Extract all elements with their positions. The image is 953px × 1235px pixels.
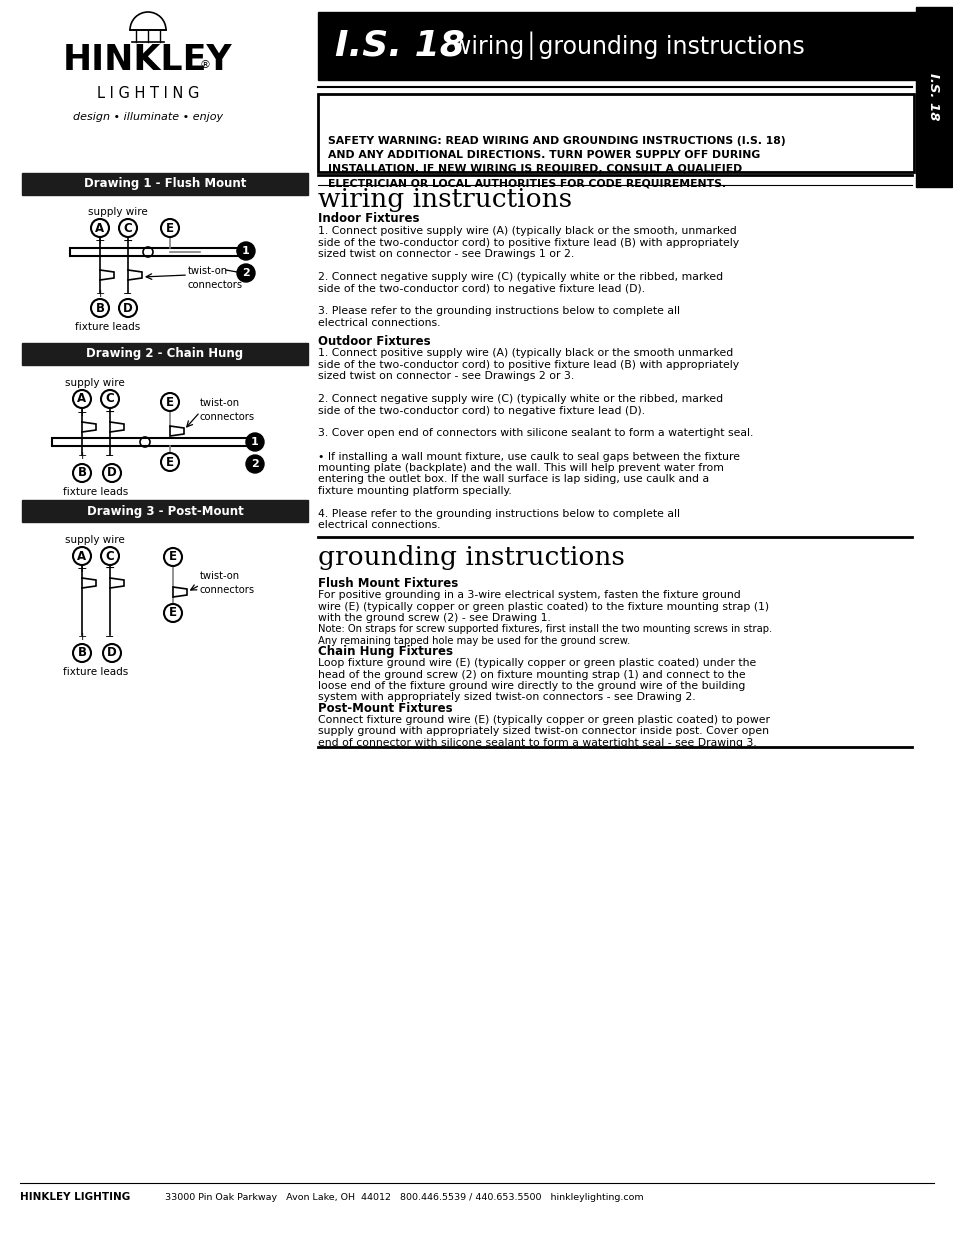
- Text: fixture leads: fixture leads: [75, 322, 140, 332]
- Text: wiring instructions: wiring instructions: [317, 186, 572, 212]
- Text: twist-on
connectors: twist-on connectors: [188, 267, 243, 289]
- Text: −: −: [105, 405, 115, 419]
- Text: +: +: [77, 451, 87, 461]
- Text: system with appropriately sized twist-on connectors - see Drawing 2.: system with appropriately sized twist-on…: [317, 693, 695, 703]
- Text: • If installing a wall mount fixture, use caulk to seal gaps between the fixture: • If installing a wall mount fixture, us…: [317, 452, 740, 462]
- Text: L I G H T I N G: L I G H T I N G: [96, 85, 199, 100]
- Text: −: −: [105, 632, 114, 642]
- Text: electrical connections.: electrical connections.: [317, 317, 440, 329]
- Text: 2: 2: [242, 268, 250, 278]
- Text: Post-Mount Fixtures: Post-Mount Fixtures: [317, 701, 452, 715]
- Text: supply ground with appropriately sized twist-on connector inside post. Cover ope: supply ground with appropriately sized t…: [317, 726, 768, 736]
- Text: D: D: [107, 467, 117, 479]
- Text: E: E: [169, 606, 177, 620]
- Bar: [317, 94, 913, 172]
- Text: side of the two-conductor cord) to negative fixture lead (D).: side of the two-conductor cord) to negat…: [317, 405, 644, 415]
- Text: Drawing 3 - Post-Mount: Drawing 3 - Post-Mount: [87, 505, 243, 517]
- Text: Indoor Fixtures: Indoor Fixtures: [317, 212, 419, 225]
- Text: C: C: [124, 221, 132, 235]
- Text: side of the two-conductor cord) to positive fixture lead (B) with appropriately: side of the two-conductor cord) to posit…: [317, 237, 739, 247]
- Text: E: E: [166, 221, 173, 235]
- Text: E: E: [169, 551, 177, 563]
- Bar: [22, 343, 308, 366]
- Bar: [22, 500, 308, 522]
- Text: side of the two-conductor cord) to negative fixture lead (D).: side of the two-conductor cord) to negat…: [317, 284, 644, 294]
- Circle shape: [246, 454, 264, 473]
- Text: loose end of the fixture ground wire directly to the ground wire of the building: loose end of the fixture ground wire dir…: [317, 680, 744, 692]
- Text: 1: 1: [242, 246, 250, 256]
- Text: sized twist on connector - see Drawings 1 or 2.: sized twist on connector - see Drawings …: [317, 249, 574, 259]
- Text: I.S. 18: I.S. 18: [926, 73, 940, 121]
- Text: 3. Please refer to the grounding instructions below to complete all: 3. Please refer to the grounding instruc…: [317, 306, 679, 316]
- Text: B: B: [95, 301, 105, 315]
- Text: end of connector with silicone sealant to form a watertight seal - see Drawing 3: end of connector with silicone sealant t…: [317, 739, 756, 748]
- Text: fixture leads: fixture leads: [63, 487, 129, 496]
- Text: +: +: [76, 562, 88, 574]
- Text: SAFETY WARNING: READ WIRING AND GROUNDING INSTRUCTIONS (I.S. 18)
AND ANY ADDITIO: SAFETY WARNING: READ WIRING AND GROUNDIN…: [328, 136, 785, 188]
- Text: ®: ®: [200, 61, 211, 70]
- Text: 1. Connect positive supply wire (A) (typically black or the smooth unmarked: 1. Connect positive supply wire (A) (typ…: [317, 348, 733, 358]
- Text: mounting plate (backplate) and the wall. This will help prevent water from: mounting plate (backplate) and the wall.…: [317, 463, 723, 473]
- Text: HINKLEY: HINKLEY: [63, 43, 233, 77]
- Text: supply wire: supply wire: [65, 378, 125, 388]
- Text: Note: On straps for screw supported fixtures, first install the two mounting scr: Note: On straps for screw supported fixt…: [317, 625, 771, 635]
- Text: 4. Please refer to the grounding instructions below to complete all: 4. Please refer to the grounding instruc…: [317, 509, 679, 519]
- Text: 2: 2: [251, 459, 258, 469]
- Text: A: A: [95, 221, 105, 235]
- Text: A: A: [77, 550, 87, 562]
- Text: fixture mounting platform specially.: fixture mounting platform specially.: [317, 487, 511, 496]
- Text: +: +: [76, 405, 88, 419]
- Text: Outdoor Fixtures: Outdoor Fixtures: [317, 335, 430, 348]
- Circle shape: [236, 264, 254, 282]
- Text: supply wire: supply wire: [65, 535, 125, 545]
- Text: 3. Cover open end of connectors with silicone sealant to form a watertight seal.: 3. Cover open end of connectors with sil…: [317, 429, 753, 438]
- Text: D: D: [123, 301, 132, 315]
- Text: E: E: [166, 395, 173, 409]
- Text: side of the two-conductor cord) to positive fixture lead (B) with appropriately: side of the two-conductor cord) to posit…: [317, 359, 739, 369]
- Text: Any remaining tapped hole may be used for the ground screw.: Any remaining tapped hole may be used fo…: [317, 636, 630, 646]
- Text: −: −: [123, 235, 133, 247]
- Text: I.S. 18: I.S. 18: [335, 28, 464, 63]
- Text: 2. Connect negative supply wire (C) (typically white or the ribbed, marked: 2. Connect negative supply wire (C) (typ…: [317, 272, 722, 282]
- Text: +: +: [95, 289, 105, 299]
- Text: E: E: [166, 456, 173, 468]
- Text: Loop fixture ground wire (E) (typically copper or green plastic coated) under th: Loop fixture ground wire (E) (typically …: [317, 658, 756, 668]
- Text: with the ground screw (2) - see Drawing 1.: with the ground screw (2) - see Drawing …: [317, 613, 550, 622]
- Text: head of the ground screw (2) on fixture mounting strap (1) and connect to the: head of the ground screw (2) on fixture …: [317, 669, 745, 679]
- Text: Flush Mount Fixtures: Flush Mount Fixtures: [317, 577, 457, 590]
- Text: −: −: [123, 289, 132, 299]
- Text: −: −: [105, 562, 115, 574]
- Text: twist-on
connectors: twist-on connectors: [200, 572, 254, 594]
- Bar: [317, 12, 917, 80]
- Text: fixture leads: fixture leads: [63, 667, 129, 677]
- Text: twist-on
connectors: twist-on connectors: [200, 399, 254, 421]
- Circle shape: [236, 242, 254, 261]
- Bar: [915, 7, 951, 186]
- Text: electrical connections.: electrical connections.: [317, 520, 440, 531]
- Text: D: D: [107, 646, 117, 659]
- Bar: [70, 248, 250, 256]
- Text: supply wire: supply wire: [88, 207, 148, 217]
- Text: 1: 1: [251, 437, 258, 447]
- Text: 2. Connect negative supply wire (C) (typically white or the ribbed, marked: 2. Connect negative supply wire (C) (typ…: [317, 394, 722, 404]
- Text: A: A: [77, 393, 87, 405]
- Text: +: +: [94, 235, 105, 247]
- Text: grounding instructions: grounding instructions: [317, 545, 624, 571]
- Text: C: C: [106, 393, 114, 405]
- Text: 33000 Pin Oak Parkway   Avon Lake, OH  44012   800.446.5539 / 440.653.5500   hin: 33000 Pin Oak Parkway Avon Lake, OH 4401…: [165, 1193, 643, 1202]
- Bar: [52, 438, 252, 446]
- Text: design • illuminate • enjoy: design • illuminate • enjoy: [72, 112, 223, 122]
- Bar: [22, 173, 308, 195]
- Text: HINKLEY LIGHTING: HINKLEY LIGHTING: [20, 1192, 131, 1202]
- Text: sized twist on connector - see Drawings 2 or 3.: sized twist on connector - see Drawings …: [317, 370, 574, 382]
- Text: Connect fixture ground wire (E) (typically copper or green plastic coated) to po: Connect fixture ground wire (E) (typical…: [317, 715, 769, 725]
- Text: +: +: [77, 632, 87, 642]
- Text: −: −: [105, 451, 114, 461]
- Text: wire (E) (typically copper or green plastic coated) to the fixture mounting stra: wire (E) (typically copper or green plas…: [317, 601, 768, 611]
- Text: B: B: [77, 646, 87, 659]
- Text: 1. Connect positive supply wire (A) (typically black or the smooth, unmarked: 1. Connect positive supply wire (A) (typ…: [317, 226, 736, 236]
- Text: wiring│grounding instructions: wiring│grounding instructions: [452, 32, 804, 61]
- Text: C: C: [106, 550, 114, 562]
- Text: Drawing 2 - Chain Hung: Drawing 2 - Chain Hung: [87, 347, 243, 361]
- Text: Chain Hung Fixtures: Chain Hung Fixtures: [317, 645, 453, 658]
